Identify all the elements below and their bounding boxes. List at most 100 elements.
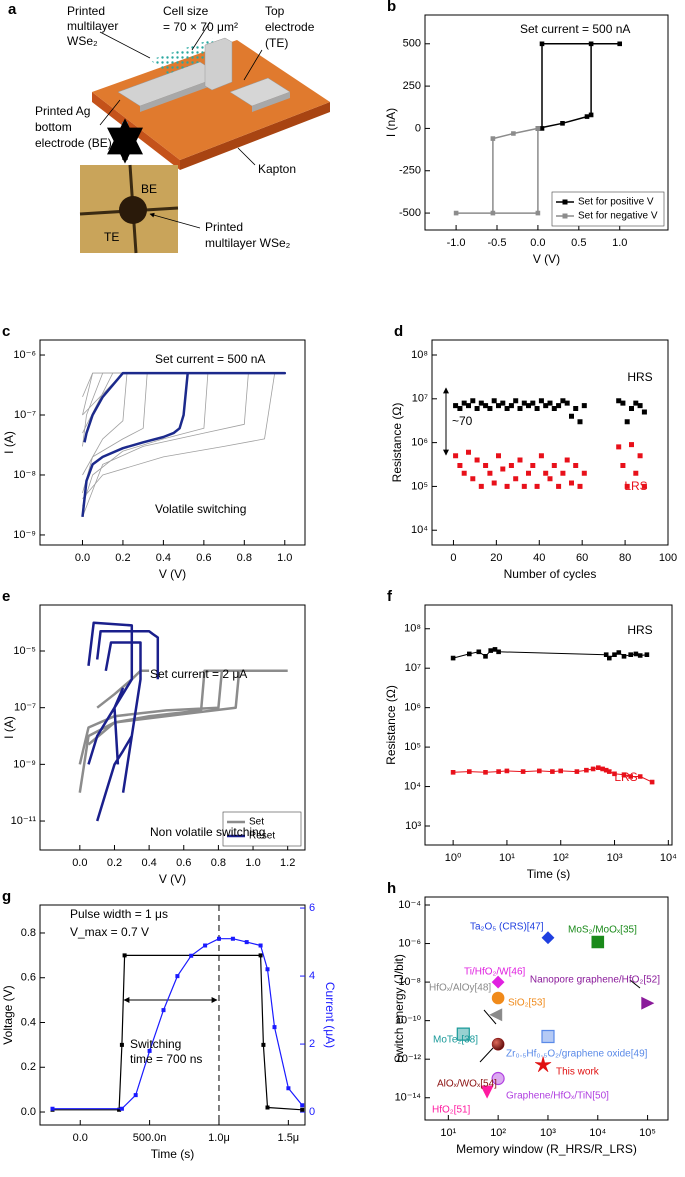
data-point	[258, 953, 263, 958]
y-axis-title: I (A)	[2, 431, 16, 454]
x-tick-label: 500.0n	[133, 1132, 167, 1144]
annotation: Set current = 2 μA	[150, 667, 247, 681]
data-point	[612, 771, 617, 777]
data-point	[591, 935, 605, 949]
y2-tick-label: 6	[309, 902, 315, 914]
data-point	[496, 403, 501, 409]
y-tick-label: 10⁻¹¹	[11, 815, 37, 827]
plot-frame	[424, 896, 669, 1121]
legend-marker	[562, 199, 568, 205]
x-tick-label: 1.5μ	[278, 1132, 300, 1144]
data-point	[616, 398, 622, 404]
series-label: Graphene/HfOₓ/TiN[50]	[506, 1091, 609, 1102]
data-point	[478, 483, 484, 489]
data-point	[456, 1027, 470, 1041]
data-point	[504, 768, 510, 774]
y-tick-label: 0.2	[21, 1061, 36, 1073]
data-point	[119, 1106, 124, 1111]
data-point	[300, 1103, 305, 1108]
data-point	[560, 121, 565, 126]
data-point	[122, 953, 127, 958]
data-point	[556, 403, 562, 409]
data-point	[577, 419, 583, 425]
x-tick-label: 1.0	[245, 857, 260, 869]
data-point	[517, 457, 523, 463]
series-line	[78, 669, 288, 793]
illustration-label: Top	[265, 4, 285, 18]
data-point	[244, 940, 249, 945]
data-point	[457, 406, 463, 411]
panel-letter: e	[2, 588, 10, 605]
data-point	[175, 974, 180, 979]
annotation: Non volatile switching	[150, 825, 265, 839]
panel-letter: g	[2, 888, 11, 905]
data-point	[133, 1093, 138, 1098]
x-axis-title: Memory window (R_HRS/R_LRS)	[456, 1142, 637, 1156]
data-point	[483, 403, 489, 409]
legend-marker	[562, 213, 568, 219]
x-tick-label: 1.2	[280, 857, 295, 869]
illustration-label: Printed	[67, 4, 105, 18]
illustration-label: multilayer WSe₂	[205, 236, 291, 250]
x-tick-label: 0.0	[72, 857, 87, 869]
x-axis-title: Time (s)	[151, 1147, 195, 1161]
data-point	[616, 650, 622, 655]
x-tick-label: -1.0	[447, 237, 466, 249]
data-point	[489, 1008, 503, 1022]
x-tick-label: 10¹	[499, 852, 515, 864]
annotation-arrows	[123, 387, 641, 1063]
y-tick-label: 10⁻⁷	[14, 702, 36, 714]
data-point	[496, 649, 501, 655]
x-tick-label: 1.0	[277, 552, 292, 564]
y-tick-label: -500	[399, 207, 421, 219]
illustration-label: TE	[104, 230, 119, 244]
illustration-label: Cell size	[163, 4, 209, 18]
data-point	[596, 765, 601, 770]
data-point	[641, 996, 655, 1010]
series-line	[455, 127, 539, 214]
data-point	[491, 480, 497, 486]
data-point	[629, 442, 634, 448]
data-point	[560, 398, 566, 404]
y-axis-title: Voltage (V)	[1, 985, 15, 1044]
x-tick-label: 100	[659, 552, 677, 564]
data-point	[621, 772, 627, 777]
y-tick-label: -250	[399, 165, 421, 177]
x-tick-label: 10³	[607, 852, 623, 864]
y-tick-label: 10⁻⁹	[13, 529, 36, 541]
series-label: AlOₓ/WOₓ[54]	[437, 1079, 497, 1090]
data-point	[508, 463, 514, 468]
data-point	[574, 769, 580, 774]
data-point	[491, 1037, 505, 1051]
data-point	[496, 453, 501, 459]
y-tick-label: 10⁶	[404, 702, 421, 714]
y-axis-title: I (A)	[2, 716, 16, 739]
data-point	[300, 1107, 305, 1112]
y-tick-label: 10⁻⁷	[14, 409, 36, 421]
data-point	[573, 463, 579, 468]
data-point	[490, 210, 496, 216]
illustration-label: Printed	[205, 220, 243, 234]
illustration-label: WSe₂	[67, 34, 98, 48]
series-line	[87, 621, 160, 822]
annotation: Set current = 500 nA	[520, 22, 630, 36]
panel-letter: b	[387, 0, 396, 15]
x-tick-label: 80	[619, 552, 631, 564]
legend-box	[222, 811, 302, 847]
x-tick-label: 0.2	[107, 857, 122, 869]
data-point	[487, 470, 493, 476]
panel-letter: d	[394, 323, 403, 340]
x-tick-label: 10⁰	[445, 852, 462, 864]
data-point	[488, 648, 493, 653]
series-line	[52, 938, 303, 1110]
data-point	[490, 136, 496, 141]
data-point	[508, 403, 514, 409]
series-label: This work	[556, 1067, 600, 1078]
data-point	[617, 41, 622, 47]
y-tick-label: 10⁻⁹	[13, 758, 36, 770]
data-point	[633, 400, 639, 406]
y-tick-label: 0.6	[21, 972, 36, 984]
data-point	[641, 409, 647, 415]
y-tick-label: 10⁶	[411, 437, 428, 449]
data-point	[50, 1106, 55, 1111]
